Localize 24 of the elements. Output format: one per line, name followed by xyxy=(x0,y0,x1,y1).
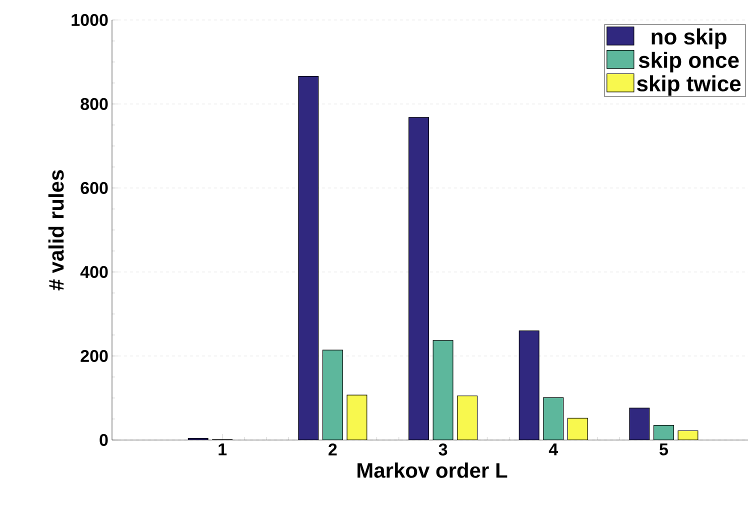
legend-label: skip once xyxy=(638,52,739,72)
x-tick-label: 5 xyxy=(660,444,668,456)
bar xyxy=(543,398,564,440)
y-tick-label: 600 xyxy=(80,182,108,194)
x-tick-label: 1 xyxy=(218,444,227,456)
bar xyxy=(629,408,650,440)
bar xyxy=(408,117,429,440)
bar xyxy=(519,330,540,440)
y-tick-label: 1000 xyxy=(72,14,108,26)
x-tick-label: 4 xyxy=(548,444,558,456)
x-tick-label: 2 xyxy=(328,444,337,456)
y-axis-title: # valid rules xyxy=(48,170,64,290)
x-tick-label: 3 xyxy=(438,444,448,456)
y-tick-label: 800 xyxy=(80,98,108,110)
bar xyxy=(298,76,318,440)
legend-label: no skip xyxy=(652,28,726,49)
y-tick-label: 0 xyxy=(100,434,108,446)
y-tick-label: 400 xyxy=(80,266,108,278)
x-axis-title: Markov order L xyxy=(358,462,508,478)
bar xyxy=(433,340,453,440)
bar xyxy=(322,350,343,440)
bar xyxy=(653,424,674,440)
y-tick-label: 200 xyxy=(80,350,108,362)
legend-label: skip twice xyxy=(637,75,741,96)
